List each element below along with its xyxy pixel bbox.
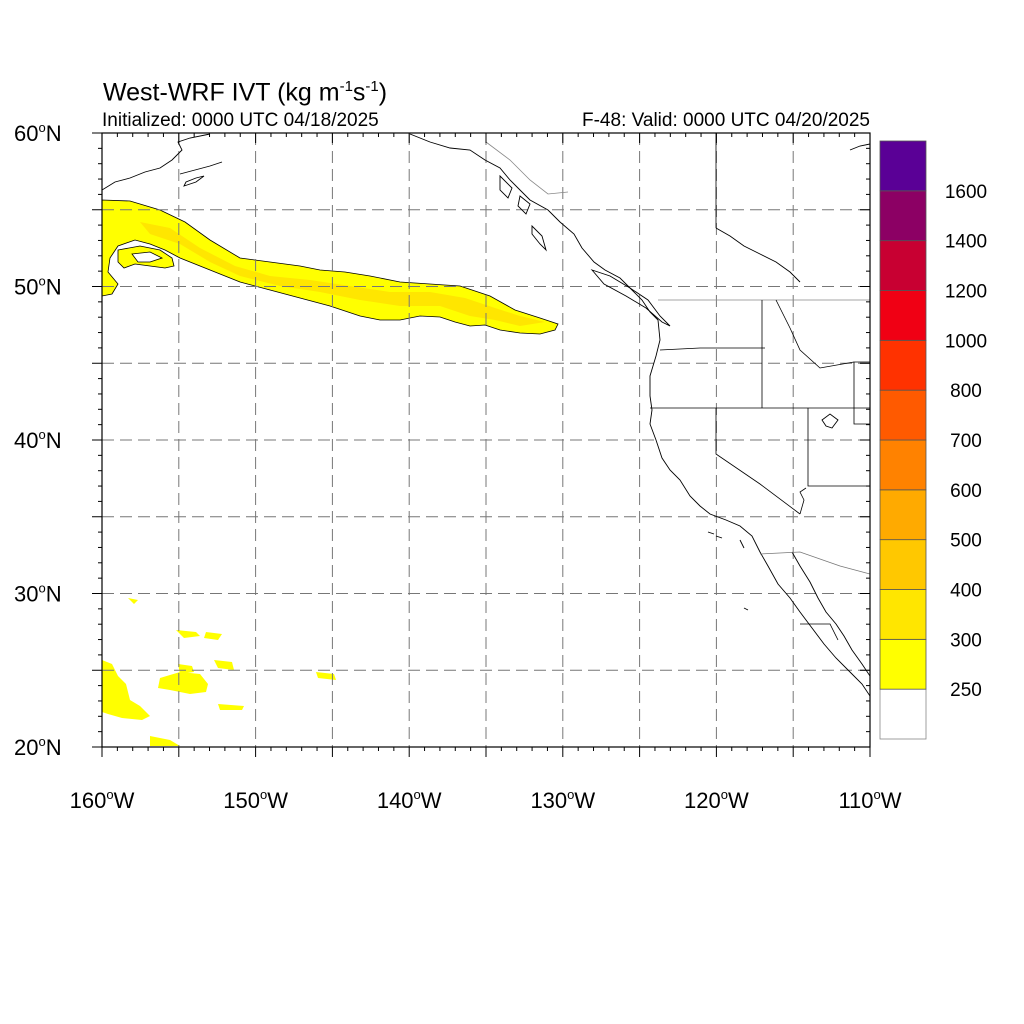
colorbar-label: 500 bbox=[950, 531, 982, 552]
colorbar: 250 300 400 500 600 700 800 1000 1200 1400 1600 bbox=[879, 140, 987, 740]
colorbar-swatch bbox=[879, 688, 927, 740]
lat-label: 20oN bbox=[14, 734, 62, 760]
colorbar-swatch bbox=[879, 290, 927, 341]
lon-label: 140oW bbox=[377, 787, 442, 813]
colorbar-label: 800 bbox=[950, 381, 982, 402]
colorbar-label: 600 bbox=[950, 481, 982, 502]
lon-label: 120oW bbox=[684, 787, 749, 813]
colorbar-label: 1000 bbox=[945, 331, 987, 352]
lon-label: 150oW bbox=[223, 787, 288, 813]
lat-label: 60oN bbox=[14, 120, 62, 146]
colorbar-swatch bbox=[879, 489, 927, 541]
colorbar-swatch bbox=[879, 240, 927, 291]
valid-time: F-48: Valid: 0000 UTC 04/20/2025 bbox=[582, 110, 870, 131]
colorbar-swatch bbox=[879, 140, 927, 192]
map-title: West-WRF IVT (kg m-1s-1) bbox=[103, 78, 388, 107]
ivt-shading bbox=[102, 199, 559, 746]
colorbar-label: 300 bbox=[950, 630, 982, 651]
colorbar-swatch bbox=[879, 638, 927, 690]
lat-label: 40oN bbox=[14, 427, 62, 453]
coastlines bbox=[102, 133, 870, 697]
colorbar-swatch bbox=[879, 389, 927, 441]
lat-label: 30oN bbox=[14, 581, 62, 607]
colorbar-label: 1600 bbox=[945, 182, 987, 203]
ivt-atmospheric-river-core bbox=[140, 222, 545, 326]
colorbar-label: 1400 bbox=[945, 232, 987, 253]
colorbar-swatch bbox=[879, 339, 927, 391]
colorbar-label: 1200 bbox=[945, 282, 987, 303]
colorbar-swatch bbox=[879, 589, 927, 640]
initialized-time: Initialized: 0000 UTC 04/18/2025 bbox=[102, 110, 379, 131]
state-borders bbox=[485, 133, 870, 641]
axis-ticks bbox=[92, 132, 871, 757]
ivt-patch bbox=[102, 660, 150, 720]
lat-labels: 60oN 50oN 40oN 30oN 20oN bbox=[14, 120, 62, 760]
colorbar-label: 400 bbox=[950, 581, 982, 602]
colorbar-swatch bbox=[879, 539, 927, 590]
colorbar-swatch bbox=[879, 190, 927, 242]
colorbar-label: 250 bbox=[950, 680, 982, 701]
colorbar-label: 700 bbox=[950, 431, 982, 452]
lon-label: 130oW bbox=[530, 787, 595, 813]
lat-label: 50oN bbox=[14, 274, 62, 300]
colorbar-swatch bbox=[879, 439, 927, 491]
lon-labels: 160oW 150oW 140oW 130oW 120oW 110oW bbox=[70, 787, 902, 813]
gridlines bbox=[102, 133, 870, 747]
lon-label: 160oW bbox=[70, 787, 135, 813]
lon-label: 110oW bbox=[838, 787, 901, 813]
